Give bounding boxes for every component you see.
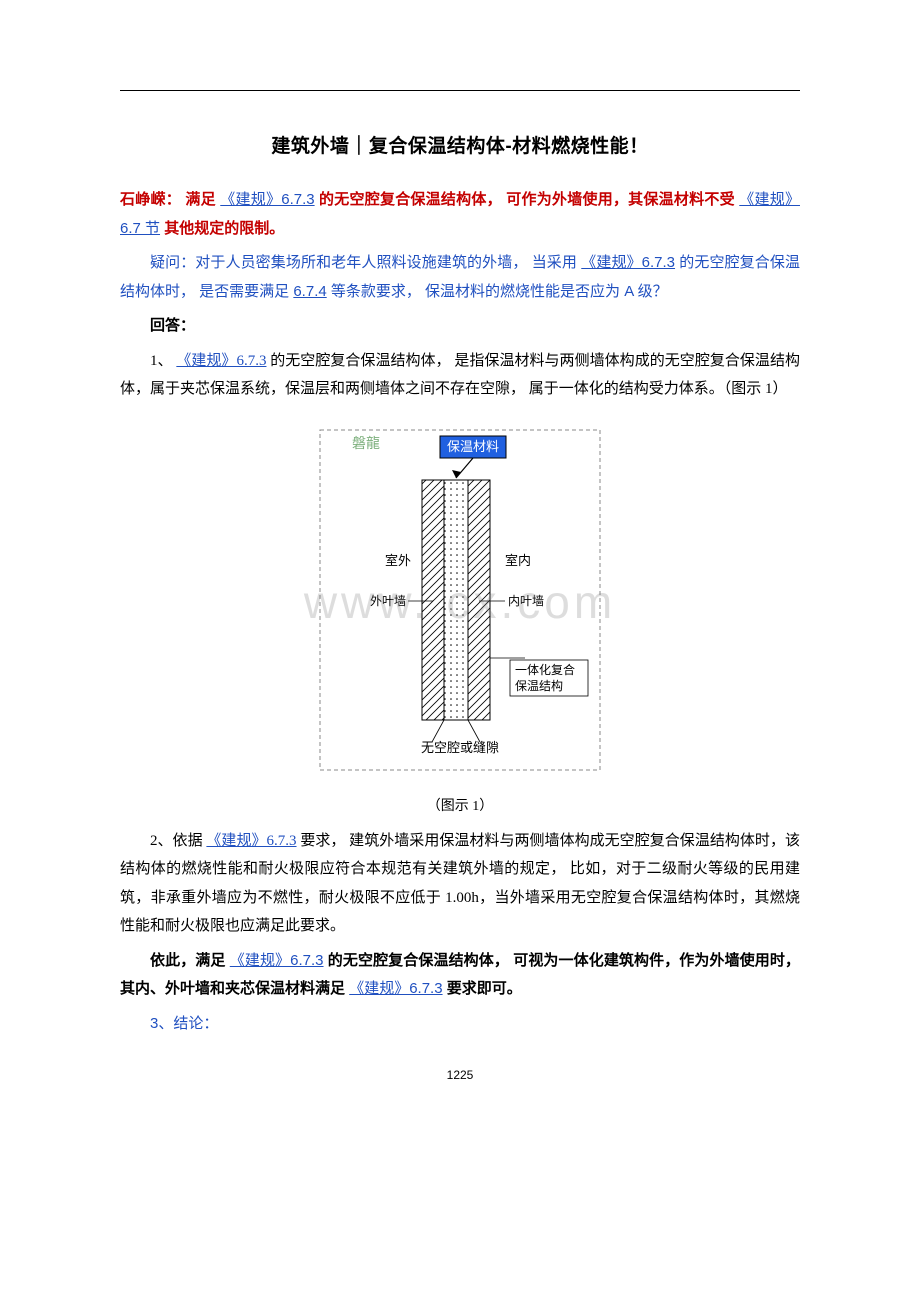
p5-link1[interactable]: 《建规》6.7.3 [230, 952, 324, 969]
p5-c: 要求即可。 [447, 980, 522, 997]
p3-link[interactable]: 《建规》6.7.3 [176, 353, 266, 369]
p2-link1[interactable]: 《建规》6.7.3 [581, 254, 675, 271]
svg-text:外叶墙: 外叶墙 [370, 594, 406, 608]
p1-b: 的无空腔复合保温结构体， 可作为外墙使用，其保温材料不受 [319, 191, 735, 208]
p1-c: 其他规定的限制。 [164, 220, 284, 237]
svg-text:保温材料: 保温材料 [447, 439, 499, 454]
p3-a: 1、 [150, 353, 173, 369]
p2-c: 等条款要求， 保温材料的燃烧性能是否应为 A 级？ [331, 283, 668, 300]
answer-label: 回答： [120, 312, 800, 341]
page-number: 1225 [120, 1068, 800, 1082]
figure-1-caption: （图示 1） [120, 795, 800, 815]
svg-text:室内: 室内 [505, 553, 531, 568]
svg-text:一体化复合: 一体化复合 [515, 662, 575, 677]
figure-1: 磐龍保温材料室外室内外叶墙内叶墙一体化复合保温结构无空腔或缝隙 www. cx.… [120, 420, 800, 785]
para-5: 依此，满足 《建规》6.7.3 的无空腔复合保温结构体， 可视为一体化建筑构件，… [120, 947, 800, 1004]
svg-text:保温结构: 保温结构 [515, 678, 563, 693]
para-3: 1、 《建规》6.7.3 的无空腔复合保温结构体， 是指保温材料与两侧墙体构成的… [120, 347, 800, 404]
p1-link1[interactable]: 《建规》6.7.3 [220, 191, 314, 208]
p1-a: 满足 [185, 191, 215, 208]
p4-link[interactable]: 《建规》6.7.3 [206, 833, 296, 849]
page-title: 建筑外墙｜复合保温结构体-材料燃烧性能！ [120, 131, 800, 158]
svg-text:内叶墙: 内叶墙 [508, 594, 544, 608]
svg-text:磐龍: 磐龍 [352, 435, 380, 452]
top-rule [120, 90, 800, 91]
para-6: 3、结论： [120, 1010, 800, 1039]
p4-a: 2、依据 [150, 833, 203, 849]
p2-a: 疑问：对于人员密集场所和老年人照料设施建筑的外墙， 当采用 [150, 254, 577, 271]
para-question: 疑问：对于人员密集场所和老年人照料设施建筑的外墙， 当采用 《建规》6.7.3 … [120, 249, 800, 306]
svg-text:无空腔或缝隙: 无空腔或缝隙 [421, 740, 499, 755]
svg-text:室外: 室外 [385, 553, 411, 568]
para-summary: 石峥嵘： 满足 《建规》6.7.3 的无空腔复合保温结构体， 可作为外墙使用，其… [120, 186, 800, 243]
p5-link2[interactable]: 《建规》6.7.3 [349, 980, 442, 997]
p2-link2[interactable]: 6.7.4 [293, 283, 326, 300]
author-name: 石峥嵘： [120, 191, 185, 208]
para-4: 2、依据 《建规》6.7.3 要求， 建筑外墙采用保温材料与两侧墙体构成无空腔复… [120, 827, 800, 941]
p5-a: 依此，满足 [150, 952, 226, 969]
composite-wall-diagram: 磐龍 保温材料室外 室内外叶墙 内叶墙一体化复合保温结构无空腔或缝隙 [310, 420, 610, 780]
